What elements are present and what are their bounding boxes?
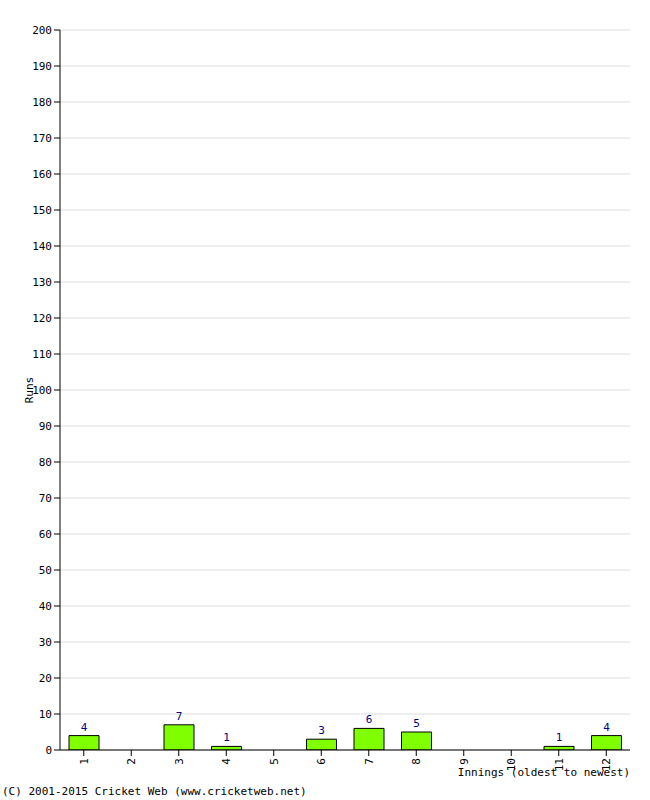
svg-text:4: 4 xyxy=(81,721,88,734)
svg-text:30: 30 xyxy=(39,636,52,649)
svg-text:6: 6 xyxy=(315,758,328,765)
svg-text:7: 7 xyxy=(176,710,183,723)
svg-text:60: 60 xyxy=(39,528,52,541)
svg-text:200: 200 xyxy=(32,24,52,37)
svg-text:140: 140 xyxy=(32,240,52,253)
svg-text:8: 8 xyxy=(410,758,423,765)
svg-text:3: 3 xyxy=(318,724,325,737)
svg-text:80: 80 xyxy=(39,456,52,469)
svg-text:2: 2 xyxy=(125,758,138,765)
svg-text:190: 190 xyxy=(32,60,52,73)
svg-text:3: 3 xyxy=(173,758,186,765)
svg-text:160: 160 xyxy=(32,168,52,181)
svg-text:130: 130 xyxy=(32,276,52,289)
svg-text:0: 0 xyxy=(45,744,52,757)
svg-text:40: 40 xyxy=(39,600,52,613)
svg-text:7: 7 xyxy=(363,758,376,765)
svg-text:1: 1 xyxy=(78,758,91,765)
svg-text:1: 1 xyxy=(223,731,230,744)
svg-text:120: 120 xyxy=(32,312,52,325)
svg-text:170: 170 xyxy=(32,132,52,145)
svg-text:70: 70 xyxy=(39,492,52,505)
svg-text:90: 90 xyxy=(39,420,52,433)
svg-text:1: 1 xyxy=(556,731,563,744)
svg-text:5: 5 xyxy=(268,758,281,765)
svg-text:20: 20 xyxy=(39,672,52,685)
svg-text:10: 10 xyxy=(39,708,52,721)
svg-text:9: 9 xyxy=(458,758,471,765)
svg-text:180: 180 xyxy=(32,96,52,109)
svg-text:50: 50 xyxy=(39,564,52,577)
svg-text:4: 4 xyxy=(220,758,233,765)
svg-text:150: 150 xyxy=(32,204,52,217)
svg-text:4: 4 xyxy=(603,721,610,734)
svg-text:6: 6 xyxy=(366,713,373,726)
svg-text:5: 5 xyxy=(413,717,420,730)
svg-text:110: 110 xyxy=(32,348,52,361)
